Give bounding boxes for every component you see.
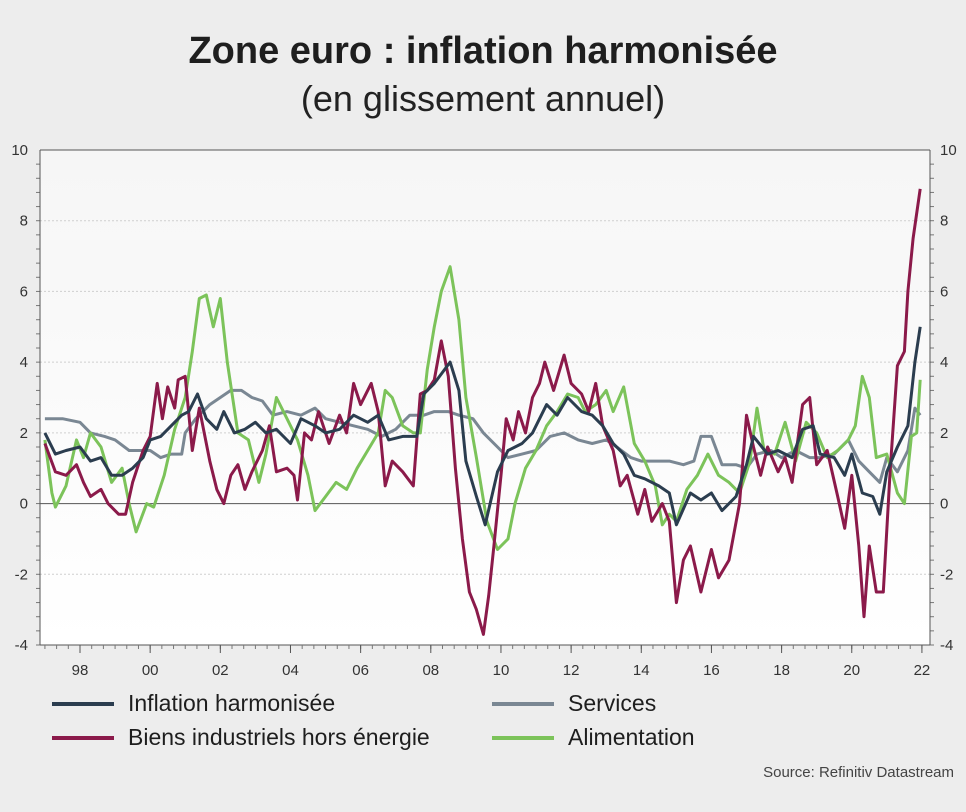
y-tick-label-left: 6 <box>20 283 28 300</box>
x-tick-label: 04 <box>282 662 299 679</box>
y-tick-label-right: 8 <box>940 213 948 230</box>
legend-item: Inflation harmonisée <box>52 690 335 717</box>
y-tick-label-right: 6 <box>940 283 948 300</box>
series-line-0 <box>43 326 922 527</box>
y-tick-label-left: 0 <box>20 496 28 513</box>
x-tick-label: 10 <box>493 662 510 679</box>
legend-label: Biens industriels hors énergie <box>128 724 430 750</box>
x-tick-label: 12 <box>563 662 580 679</box>
x-tick-label: 06 <box>352 662 369 679</box>
y-tick-label-right: 0 <box>940 496 948 513</box>
x-tick-label: 00 <box>142 662 159 679</box>
series-line-2 <box>43 188 922 636</box>
plot-area <box>40 150 930 645</box>
y-tick-label-right: 10 <box>940 142 957 159</box>
y-tick-label-right: 2 <box>940 425 948 442</box>
chart-subtitle: (en glissement annuel) <box>300 78 666 119</box>
legend-label: Services <box>568 690 657 716</box>
legend-swatch <box>492 735 554 740</box>
x-tick-label: 18 <box>773 662 790 679</box>
legend-swatch <box>52 701 114 706</box>
y-tick-label-left: 8 <box>20 213 28 230</box>
legend-item: Alimentation <box>492 724 695 751</box>
y-tick-label-left: 2 <box>20 425 28 442</box>
legend-swatch <box>52 735 114 740</box>
x-tick-label: 02 <box>212 662 229 679</box>
y-tick-label-left: -4 <box>15 637 28 654</box>
legend-item: Services <box>492 690 656 717</box>
y-tick-label-left: 4 <box>20 354 28 371</box>
y-tick-label-right: -2 <box>940 566 953 583</box>
x-tick-label: 98 <box>72 662 89 679</box>
source-note: Source: Refinitiv Datastream <box>763 764 954 781</box>
x-tick-label: 22 <box>914 662 931 679</box>
x-tick-label: 16 <box>703 662 720 679</box>
y-tick-label-left: -2 <box>15 566 28 583</box>
y-tick-label-right: -4 <box>940 637 953 654</box>
x-tick-label: 20 <box>843 662 860 679</box>
chart-title: Zone euro : inflation harmonisée <box>188 30 778 72</box>
legend-label: Inflation harmonisée <box>128 690 336 716</box>
legend-item: Biens industriels hors énergie <box>52 724 430 751</box>
x-tick-label: 14 <box>633 662 650 679</box>
y-tick-label-right: 4 <box>940 354 948 371</box>
legend-swatch <box>492 701 554 706</box>
legend-label: Alimentation <box>568 724 695 750</box>
y-tick-label-left: 10 <box>11 142 28 159</box>
x-tick-label: 08 <box>422 662 439 679</box>
